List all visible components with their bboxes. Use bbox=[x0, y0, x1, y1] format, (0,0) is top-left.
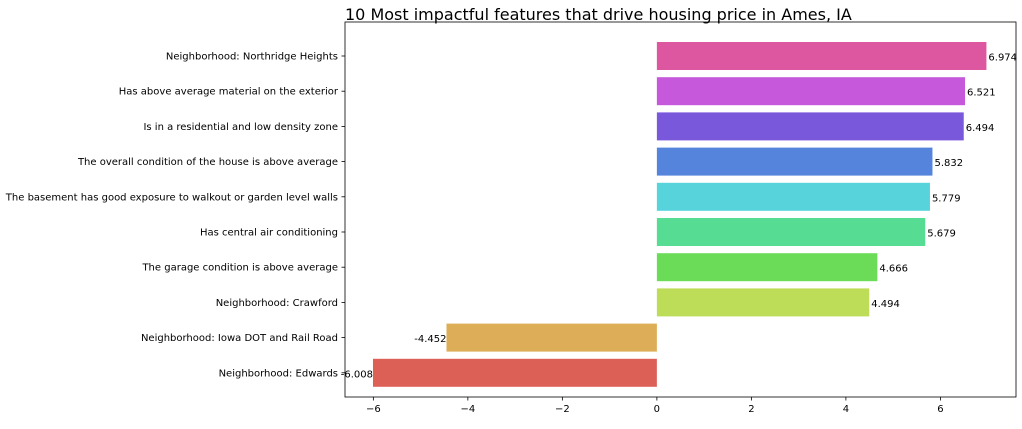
category-labels-group: Neighborhood: Northridge Heights Has abov… bbox=[5, 52, 339, 380]
bars-group bbox=[372, 42, 987, 387]
bar-3 bbox=[656, 112, 964, 141]
bar-9 bbox=[446, 323, 657, 352]
data-label: 5.779 bbox=[932, 193, 961, 204]
data-label: 6.521 bbox=[967, 88, 996, 99]
category-label: Is in a residential and low density zone bbox=[143, 122, 338, 133]
bar-7 bbox=[656, 253, 878, 282]
bar-6 bbox=[656, 218, 926, 246]
data-label: 5.832 bbox=[934, 158, 963, 169]
bar-2 bbox=[656, 77, 966, 106]
category-label: Neighborhood: Northridge Heights bbox=[166, 52, 338, 63]
x-tick-label: −2 bbox=[555, 404, 570, 415]
category-label: Has above average material on the exteri… bbox=[119, 87, 339, 98]
bar-4 bbox=[656, 147, 933, 176]
category-label: Has central air conditioning bbox=[200, 228, 338, 239]
data-labels-group: 6.974 6.521 6.494 5.832 5.779 5.679 4.666 4.494… bbox=[341, 53, 1017, 381]
category-label: The basement has good exposure to walkou… bbox=[5, 192, 338, 203]
x-tick-label: 2 bbox=[748, 404, 754, 415]
bar-10 bbox=[372, 358, 657, 387]
x-tick-label: 0 bbox=[654, 404, 660, 415]
category-label: Neighborhood: Edwards bbox=[219, 368, 338, 379]
data-label: -6.008 bbox=[341, 369, 373, 380]
bar-5 bbox=[656, 182, 930, 211]
x-tick-label: −6 bbox=[366, 404, 381, 415]
data-label: 4.494 bbox=[871, 299, 900, 310]
data-label: 6.494 bbox=[966, 123, 995, 134]
category-label: The overall condition of the house is ab… bbox=[77, 157, 338, 168]
chart-title: 10 Most impactful features that drive ho… bbox=[345, 5, 852, 24]
plot-frame bbox=[344, 21, 1017, 398]
x-tick-label: 6 bbox=[937, 404, 943, 415]
data-label: 5.679 bbox=[927, 229, 956, 240]
category-label: The garage condition is above average bbox=[141, 263, 338, 274]
bar-8 bbox=[656, 288, 870, 317]
bar-1 bbox=[656, 42, 987, 70]
category-label: Neighborhood: Iowa DOT and Rail Road bbox=[141, 333, 338, 344]
data-label: 4.666 bbox=[879, 264, 908, 275]
x-tick-label: 4 bbox=[843, 404, 849, 415]
data-label: 6.974 bbox=[988, 53, 1017, 64]
x-tick-label: −4 bbox=[460, 404, 475, 415]
axes-group: −6 −4 −2 0 2 4 6 bbox=[341, 21, 1017, 415]
data-label: -4.452 bbox=[414, 334, 446, 345]
category-label: Neighborhood: Crawford bbox=[216, 298, 338, 309]
